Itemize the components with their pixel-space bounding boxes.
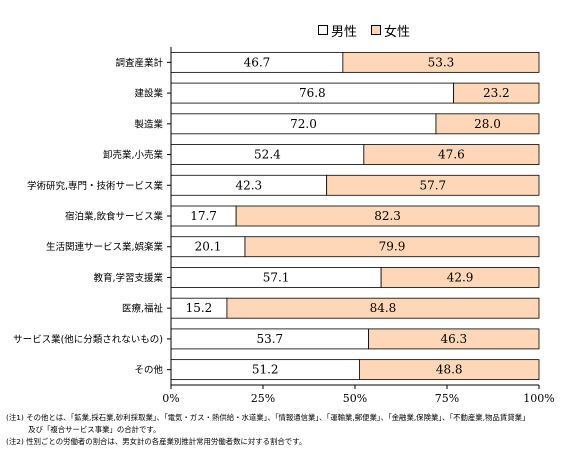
footnote-1: (注1) その他とは、「鉱業,採石業,砂利採取業」、「電気・ガス・熱供給・水道業… — [6, 413, 530, 422]
data-label-male-8: 57.1 — [263, 270, 290, 284]
category-label-6: 宿泊業,飲食サービス業 — [65, 211, 164, 223]
bar-female-4 — [363, 144, 540, 165]
x-tick-label-5: 100% — [523, 392, 554, 405]
x-tick-label-3: 50% — [343, 392, 367, 405]
legend-item-male: 男性 — [318, 21, 357, 40]
data-label-female-10: 46.3 — [440, 332, 467, 346]
data-label-female-4: 47.6 — [438, 148, 465, 162]
category-label-11: その他 — [134, 364, 163, 376]
category-label-4: 卸売業,小売業 — [103, 149, 164, 161]
category-label-3: 製造業 — [134, 118, 163, 130]
data-label-male-6: 17.7 — [190, 209, 217, 223]
legend-label-female: 女性 — [384, 24, 411, 40]
bar-female-1 — [342, 51, 540, 73]
data-label-male-3: 72.0 — [290, 117, 317, 131]
footnote-1-cont: 及び「複合サービス事業」の合計です。 — [6, 425, 161, 434]
data-label-male-9: 15.2 — [186, 301, 213, 315]
x-tick-label-4: 75% — [435, 392, 459, 405]
footnotes: (注1) その他とは、「鉱業,採石業,砂利採取業」、「電気・ガス・熱供給・水道業… — [6, 412, 578, 448]
data-label-male-1: 46.7 — [244, 55, 271, 69]
bar-female-11 — [359, 359, 540, 381]
category-label-1: 調査産業計 — [115, 57, 163, 69]
legend-swatch-male — [318, 25, 328, 35]
bar-female-6 — [235, 205, 540, 227]
bar-female-3 — [435, 113, 540, 135]
data-label-male-10: 53.7 — [256, 332, 283, 346]
category-label-8: 教育,学習支援業 — [93, 272, 163, 284]
footnote-2: (注2) 性別ごとの労働者の割合は、男女計の各産業別推計常用労働者数に対する割合… — [6, 437, 307, 446]
data-label-female-2: 23.2 — [483, 86, 510, 100]
category-label-2: 建設業 — [134, 88, 163, 100]
data-label-male-4: 52.4 — [254, 148, 281, 162]
bar-female-7 — [244, 236, 540, 258]
data-label-female-11: 48.8 — [436, 363, 463, 377]
data-label-male-5: 42.3 — [235, 178, 262, 192]
category-label-7: 生活関連サービス業,娯楽業 — [46, 241, 164, 253]
x-tick-label-1: 0% — [162, 392, 179, 405]
data-label-male-2: 76.8 — [299, 86, 326, 100]
legend-swatch-female — [371, 25, 382, 35]
data-label-female-3: 28.0 — [474, 117, 501, 131]
data-label-male-7: 20.1 — [195, 240, 222, 254]
x-tick-label-2: 25% — [251, 392, 275, 405]
bar-female-8 — [380, 267, 540, 288]
bar-female-2 — [453, 82, 540, 104]
bar-female-5 — [326, 174, 540, 196]
data-label-female-9: 84.8 — [370, 301, 397, 315]
legend: 男性 女性 — [318, 21, 424, 40]
data-label-male-11: 51.2 — [252, 363, 279, 377]
data-label-female-8: 42.9 — [447, 270, 474, 284]
data-label-female-1: 53.3 — [428, 55, 455, 69]
bar-female-10 — [368, 328, 540, 350]
category-label-5: 学術研究,専門・技術サービス業 — [27, 180, 164, 192]
legend-item-female: 女性 — [371, 21, 410, 40]
data-label-female-7: 79.9 — [379, 240, 406, 254]
data-label-female-5: 57.7 — [419, 178, 446, 192]
category-label-9: 医療,福祉 — [122, 303, 164, 315]
bar-female-9 — [226, 297, 540, 319]
category-label-10: サービス業(他に分類されないもの) — [13, 333, 163, 345]
legend-label-male: 男性 — [331, 24, 358, 40]
data-label-female-6: 82.3 — [374, 209, 401, 223]
